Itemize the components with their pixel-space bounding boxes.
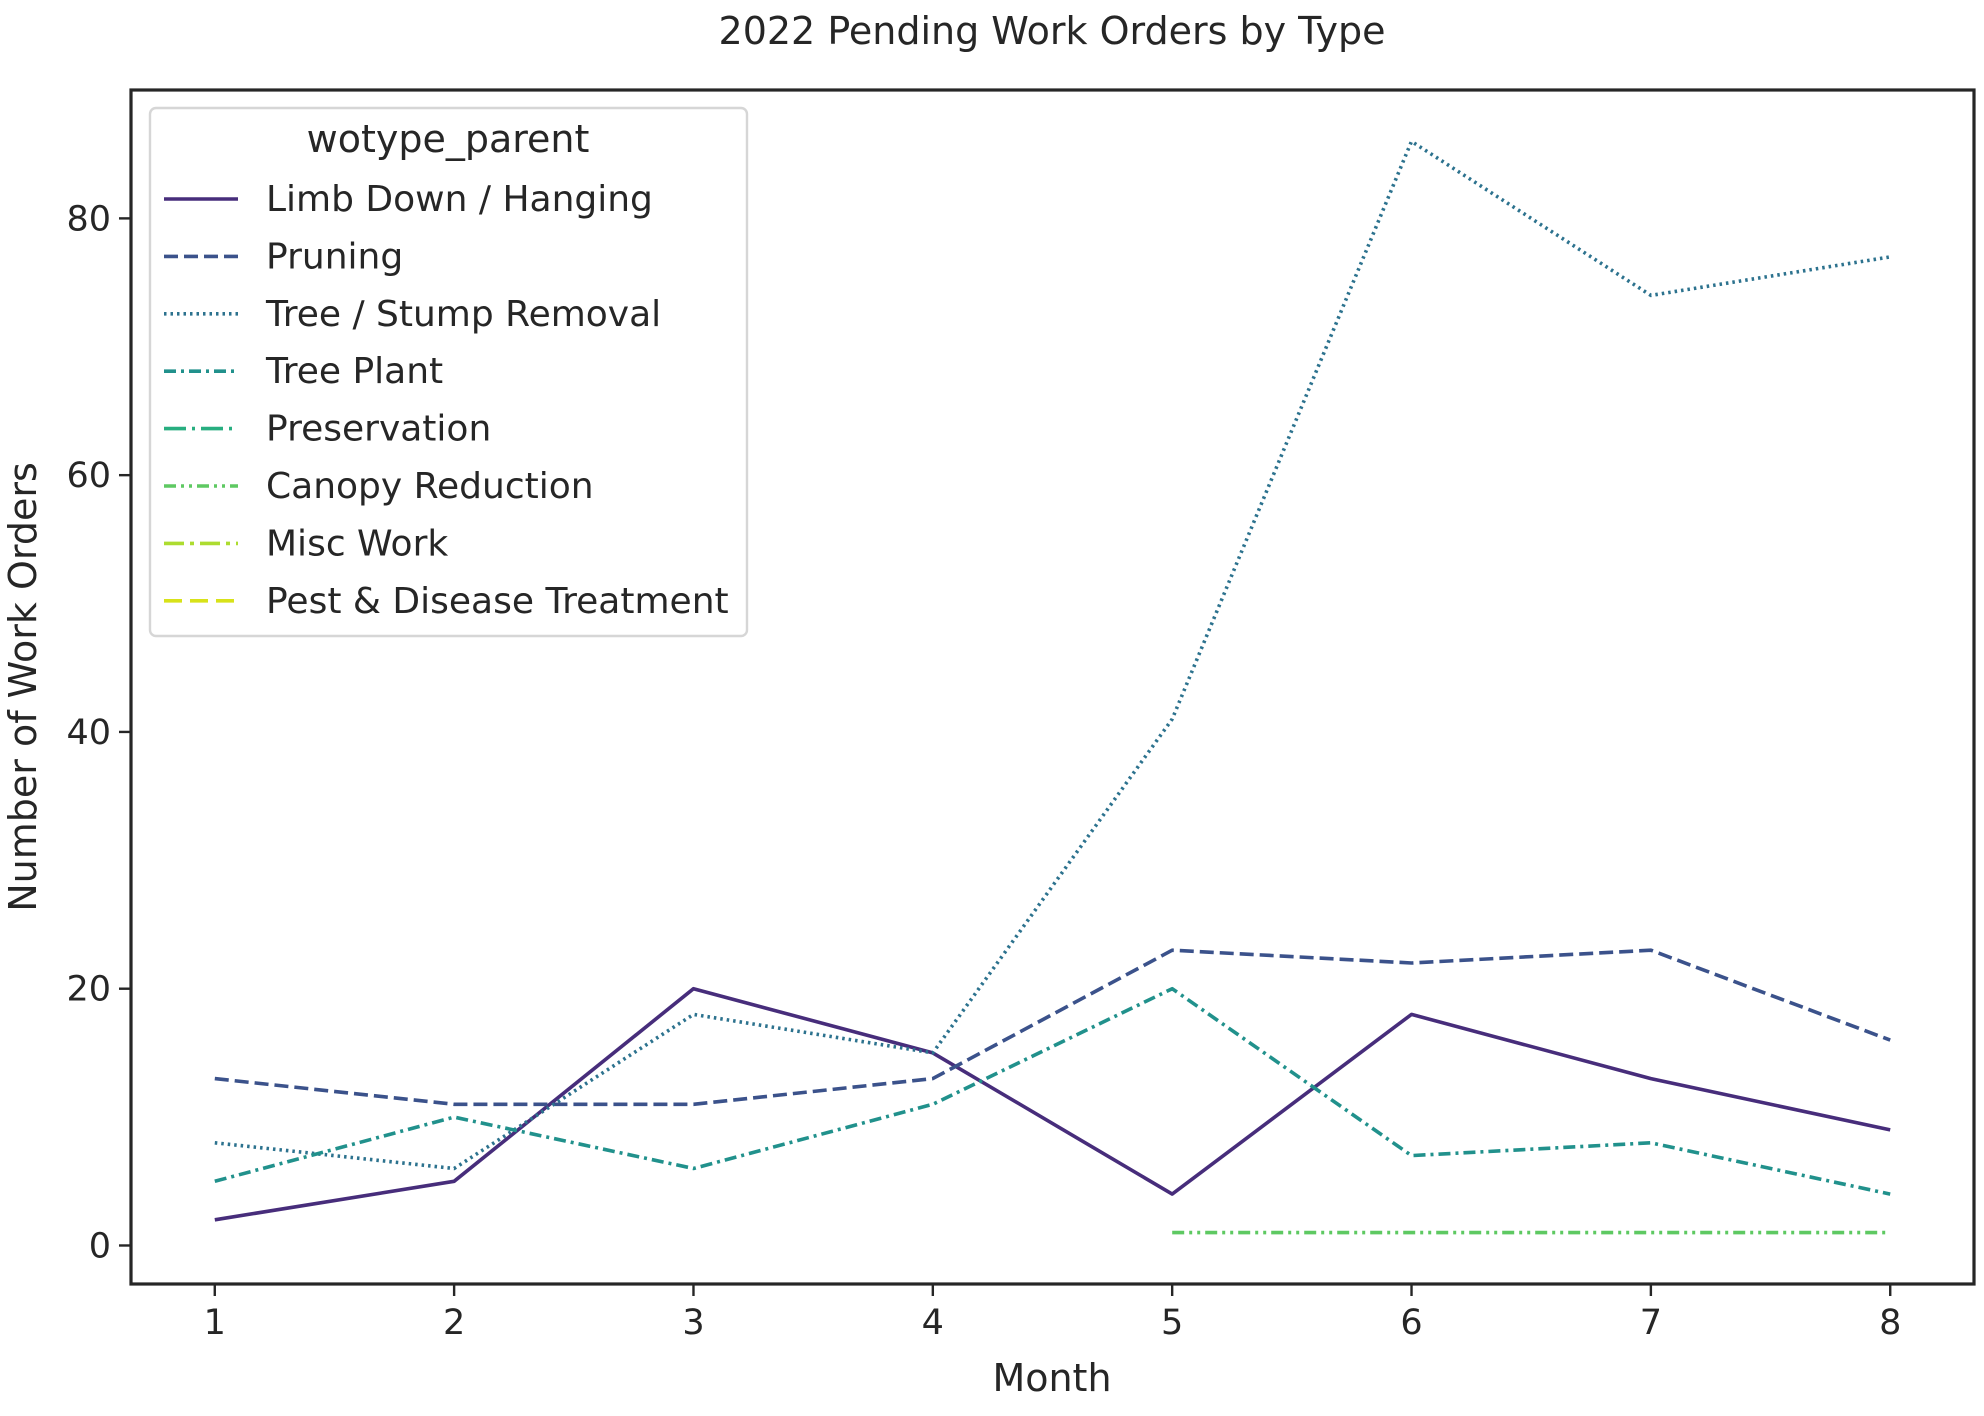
y-tick-label: 60 <box>66 456 111 496</box>
legend-label-canopy-reduction: Canopy Reduction <box>266 466 594 507</box>
series-line-pruning <box>214 948 1891 1107</box>
series-line-tree-plant <box>214 986 1891 1196</box>
x-tick-label: 3 <box>682 1303 704 1343</box>
series-line-tree-stump-removal <box>214 139 1891 1171</box>
series-lines <box>214 139 1891 1235</box>
legend-label-misc-work: Misc Work <box>266 523 448 564</box>
y-tick-label: 0 <box>89 1226 111 1266</box>
legend: wotype_parent Limb Down / Hanging Pruning… <box>148 106 749 638</box>
plot-area <box>129 88 1976 1286</box>
chart-title: 2022 Pending Work Orders by Type <box>719 9 1386 53</box>
legend-entries: Limb Down / Hanging Pruning Tree / Stump R… <box>164 179 729 622</box>
y-tick-label: 80 <box>66 199 111 239</box>
y-axis-label: Number of Work Orders <box>1 462 45 912</box>
plot-frame <box>129 88 1976 1286</box>
legend-label-tree-plant: Tree Plant <box>265 351 443 392</box>
x-axis-label: Month <box>992 1356 1111 1400</box>
x-tick-label: 8 <box>1879 1303 1901 1343</box>
x-tick-label: 7 <box>1640 1303 1662 1343</box>
legend-box <box>148 106 749 638</box>
x-axis-ticks: 1 2 3 4 5 6 7 8 <box>204 1284 1901 1343</box>
x-tick-label: 1 <box>204 1303 226 1343</box>
y-axis-ticks: 0 20 40 60 80 <box>66 199 131 1266</box>
x-tick-label: 5 <box>1161 1303 1183 1343</box>
legend-label-limb-down-hanging: Limb Down / Hanging <box>266 179 653 220</box>
x-tick-label: 4 <box>922 1303 944 1343</box>
series-line-limb-down-hanging <box>214 986 1891 1222</box>
y-tick-label: 20 <box>66 970 111 1010</box>
legend-label-pruning: Pruning <box>266 236 403 277</box>
legend-title: wotype_parent <box>307 117 590 161</box>
legend-label-preservation: Preservation <box>266 409 491 450</box>
legend-label-pest-disease-treatment: Pest & Disease Treatment <box>266 581 729 622</box>
legend-label-tree-stump-removal: Tree / Stump Removal <box>265 294 661 335</box>
x-tick-label: 2 <box>443 1303 465 1343</box>
x-tick-label: 6 <box>1400 1303 1422 1343</box>
y-tick-label: 40 <box>66 713 111 753</box>
